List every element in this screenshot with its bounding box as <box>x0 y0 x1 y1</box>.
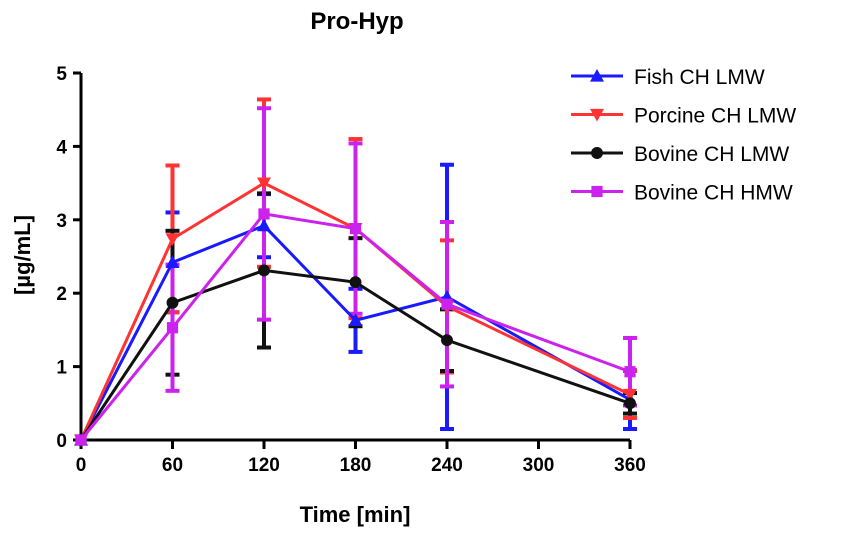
data-point-bovine-ch-lmw <box>441 334 453 347</box>
data-point-fish-ch-lmw <box>348 313 363 326</box>
series-markers <box>74 177 637 447</box>
chart-title: Pro-Hyp <box>310 8 403 35</box>
data-point-porcine-ch-lmw <box>165 233 180 246</box>
series-line-bovine-ch-hmw <box>79 212 631 441</box>
legend-label: Bovine CH LMW <box>634 143 789 166</box>
data-point-bovine-ch-hmw <box>166 322 179 334</box>
data-point-bovine-ch-lmw <box>166 296 179 309</box>
y-tick-label: 3 <box>56 211 67 232</box>
legend-item-bovine-ch-lmw: Bovine CH LMW <box>571 143 789 166</box>
x-tick-label: 360 <box>614 455 646 476</box>
data-point-bovine-ch-hmw <box>349 223 362 235</box>
data-point-fish-ch-lmw <box>257 218 271 232</box>
legend-marker <box>590 69 604 82</box>
data-point-bovine-ch-hmw <box>624 366 636 378</box>
legend-item-bovine-ch-hmw: Bovine CH HMW <box>571 182 793 205</box>
x-tick-label: 60 <box>162 455 183 476</box>
data-point-bovine-ch-hmw <box>441 298 453 310</box>
y-tick-label: 2 <box>56 284 67 305</box>
data-point-fish-ch-lmw <box>165 255 180 268</box>
series-lines <box>79 181 631 441</box>
data-point-bovine-ch-lmw <box>258 264 270 277</box>
y-tick-label: 4 <box>56 137 67 158</box>
series-line-porcine-ch-lmw <box>79 181 631 441</box>
x-tick-label: 120 <box>248 455 280 476</box>
x-tick-label: 0 <box>76 455 87 476</box>
x-tick-label: 180 <box>340 455 372 476</box>
data-point-bovine-ch-hmw <box>258 208 270 220</box>
legend-marker <box>591 147 603 159</box>
legend-item-fish-ch-lmw: Fish CH LMW <box>571 66 765 89</box>
y-axis-label: [µg/mL] <box>10 215 35 295</box>
series-line-bovine-ch-lmw <box>79 268 631 441</box>
y-tick-label: 1 <box>56 358 67 379</box>
x-tick-label: 240 <box>431 455 463 476</box>
legend: Fish CH LMW Porcine CH LMW Bovine CH LMW Bo… <box>571 66 796 205</box>
y-tick-label: 5 <box>56 64 67 85</box>
axes: 0 1 2 3 4 5 0 60 120 180 240 300 360 <box>56 64 645 476</box>
data-point-porcine-ch-lmw <box>257 177 271 191</box>
legend-label: Fish CH LMW <box>634 66 765 89</box>
error-bars <box>165 97 637 431</box>
x-axis-label: Time [min] <box>300 502 411 527</box>
x-tick-label: 300 <box>523 455 555 476</box>
y-tick-label: 0 <box>56 431 67 452</box>
data-point-porcine-ch-lmw <box>623 388 637 402</box>
legend-item-porcine-ch-lmw: Porcine CH LMW <box>571 105 796 128</box>
legend-marker <box>591 185 603 198</box>
data-point-bovine-ch-lmw <box>349 276 362 289</box>
data-point-bovine-ch-lmw <box>624 397 636 410</box>
data-point-bovine-ch-hmw <box>75 434 87 446</box>
legend-marker <box>590 108 604 122</box>
legend-label: Bovine CH HMW <box>634 182 793 205</box>
legend-label: Porcine CH LMW <box>634 105 796 128</box>
